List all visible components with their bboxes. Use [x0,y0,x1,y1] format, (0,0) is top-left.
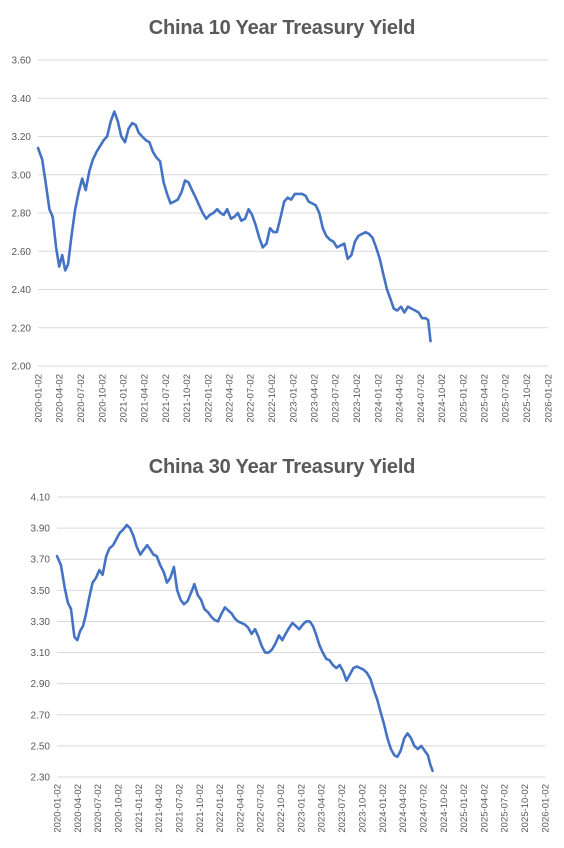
y-tick-label: 2.50 [31,741,51,752]
x-tick-label: 2022-04-02 [225,374,236,423]
y-tick-label: 3.00 [12,170,32,181]
x-tick-label: 2022-01-02 [204,374,215,423]
x-tick-label: 2025-07-02 [500,784,511,833]
x-tick-label: 2020-04-02 [73,784,84,833]
x-tick-label: 2025-07-02 [501,374,512,423]
y-axis: 2.30 2.50 2.70 2.90 3.10 3.30 3.50 3.70 3.90 4.10 [31,493,51,784]
x-tick-label: 2021-01-02 [134,784,145,833]
x-tick-label: 2024-07-02 [418,784,429,833]
chart-10-year: China 10 Year Treasury Yield [148,17,416,39]
y-tick-label: 3.50 [31,586,51,597]
gridlines [57,496,545,778]
y-tick-label: 3.70 [31,555,51,566]
x-tick-label: 2020-07-02 [93,784,104,833]
plot-area-10-year: 2.00 2.20 2.40 2.60 2.80 3.00 3.20 3.40 3.60 2020… [12,56,555,423]
y-tick-label: 3.90 [31,524,51,535]
x-tick-label: 2025-01-02 [459,784,470,833]
gridlines [38,59,548,367]
x-tick-label: 2026-01-02 [541,784,552,833]
y-tick-label: 2.00 [12,362,32,373]
chart-30-year: China 30 Year Treasury Yield [0,440,564,848]
x-tick-label: 2020-04-02 [55,374,66,423]
x-tick-label: 2021-07-02 [174,784,185,833]
y-axis: 2.00 2.20 2.40 2.60 2.80 3.00 3.20 3.40 3.60 [12,56,32,373]
x-axis: 2020-01-02 2020-04-02 2020-07-02 2020-10-02… [34,374,555,423]
x-tick-label: 2022-10-02 [276,784,287,833]
x-tick-label: 2020-10-02 [97,374,108,423]
x-tick-label: 2021-04-02 [154,784,165,833]
x-tick-label: 2024-10-02 [437,374,448,423]
y-tick-label: 2.40 [12,285,32,296]
x-tick-label: 2022-04-02 [235,784,246,833]
x-tick-label: 2020-10-02 [114,784,125,833]
x-tick-label: 2022-10-02 [267,374,278,423]
x-tick-label: 2023-01-02 [297,784,308,833]
y-tick-label: 2.70 [31,710,51,721]
x-tick-label: 2021-10-02 [182,374,193,423]
y-tick-label: 3.60 [12,56,32,67]
x-tick-label: 2025-04-02 [480,374,491,423]
x-tick-label: 2022-07-02 [246,374,257,423]
x-tick-label: 2023-04-02 [309,374,320,423]
plot-area-30-year: 2.30 2.50 2.70 2.90 3.10 3.30 3.50 3.70 3.90 4.10… [31,493,552,833]
x-tick-label: 2024-07-02 [416,374,427,423]
y-tick-label: 2.60 [12,247,32,258]
y-tick-label: 4.10 [31,493,51,504]
x-tick-label: 2025-04-02 [479,784,490,833]
x-tick-label: 2021-07-02 [161,374,172,423]
x-axis: 2020-01-02 2020-04-02 2020-07-02 2020-10-02… [53,784,552,833]
x-tick-label: 2020-01-02 [53,784,64,833]
y-tick-label: 2.90 [31,679,51,690]
x-tick-label: 2023-01-02 [289,374,300,423]
x-tick-label: 2026-01-02 [544,374,555,423]
chart-title: China 30 Year Treasury Yield [148,456,416,478]
x-tick-label: 2024-04-02 [395,374,406,423]
x-tick-label: 2023-07-02 [337,784,348,833]
y-tick-label: 3.30 [31,617,51,628]
x-tick-label: 2025-10-02 [520,784,531,833]
y-tick-label: 2.30 [31,773,51,784]
x-tick-label: 2020-07-02 [76,374,87,423]
x-tick-label: 2021-10-02 [195,784,206,833]
x-tick-label: 2024-04-02 [398,784,409,833]
x-tick-label: 2023-10-02 [357,784,368,833]
y-tick-label: 3.20 [12,132,32,143]
y-tick-label: 2.20 [12,323,32,334]
x-tick-label: 2021-01-02 [119,374,130,423]
y-tick-label: 3.10 [31,648,51,659]
x-tick-label: 2022-01-02 [215,784,226,833]
series-line [36,110,432,343]
x-tick-label: 2024-01-02 [373,374,384,423]
x-tick-label: 2020-01-02 [34,374,45,423]
x-tick-label: 2025-01-02 [459,374,470,423]
series-line [55,523,434,773]
x-tick-label: 2024-01-02 [378,784,389,833]
x-tick-label: 2023-07-02 [331,374,342,423]
y-tick-label: 2.80 [12,209,32,220]
x-tick-label: 2025-10-02 [522,374,533,423]
x-tick-label: 2021-04-02 [140,374,151,423]
y-tick-label: 3.40 [12,94,32,105]
chart-title: China 10 Year Treasury Yield [148,17,416,39]
x-tick-label: 2024-10-02 [439,784,450,833]
x-tick-label: 2023-10-02 [352,374,363,423]
x-tick-label: 2022-07-02 [256,784,267,833]
x-tick-label: 2023-04-02 [317,784,328,833]
